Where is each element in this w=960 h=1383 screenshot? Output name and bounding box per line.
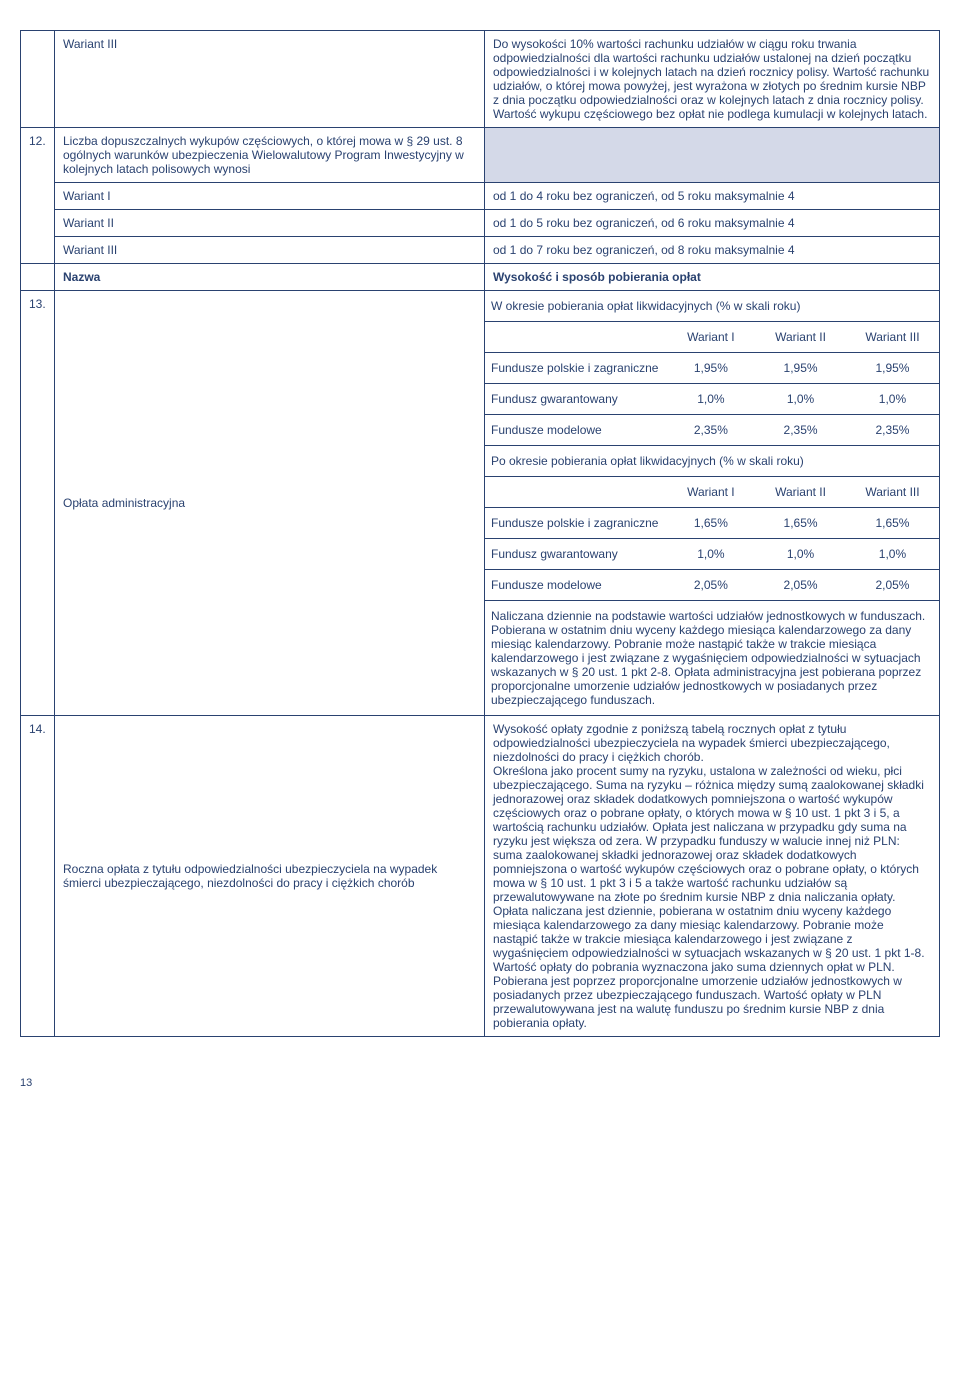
row-13-inner-table: W okresie pobierania opłat likwidacyjnyc… bbox=[485, 291, 939, 715]
col-v2-b: Wariant II bbox=[755, 477, 846, 508]
row-12-v1: Wariant I od 1 do 4 roku bez ograniczeń,… bbox=[21, 183, 940, 210]
row-13-name: Opłata administracyjna bbox=[55, 291, 485, 716]
row-12-shaded-cell bbox=[485, 128, 940, 183]
row-12-v3-val: od 1 do 7 roku bez ograniczeń, od 8 roku… bbox=[485, 237, 940, 264]
row-12-header: 12. Liczba dopuszczalnych wykupów części… bbox=[21, 128, 940, 183]
col-v3-b: Wariant III bbox=[846, 477, 939, 508]
row-12-v2: Wariant II od 1 do 5 roku bez ograniczeń… bbox=[21, 210, 940, 237]
col-v3-a: Wariant III bbox=[846, 322, 939, 353]
row-13-note: Naliczana dziennie na podstawie wartości… bbox=[485, 601, 939, 716]
period1-title: W okresie pobierania opłat likwidacyjnyc… bbox=[485, 291, 939, 322]
fee-table: Wariant III Do wysokości 10% wartości ra… bbox=[20, 30, 940, 1037]
row-12-v1-label: Wariant I bbox=[55, 183, 485, 210]
row-12-v3: Wariant III od 1 do 7 roku bez ogranicze… bbox=[21, 237, 940, 264]
col-v1-b: Wariant I bbox=[667, 477, 756, 508]
row-13: 13. Opłata administracyjna W okresie pob… bbox=[21, 291, 940, 716]
col-v1-a: Wariant I bbox=[667, 322, 756, 353]
header-nazwa: Nazwa bbox=[55, 264, 485, 291]
row-12-num: 12. bbox=[21, 128, 55, 264]
row-12-v2-val: od 1 do 5 roku bez ograniczeń, od 6 roku… bbox=[485, 210, 940, 237]
row-13-num: 13. bbox=[21, 291, 55, 716]
variant3-desc: Do wysokości 10% wartości rachunku udzia… bbox=[485, 31, 940, 128]
row-14: 14. Roczna opłata z tytułu odpowiedzialn… bbox=[21, 716, 940, 1037]
row-14-num: 14. bbox=[21, 716, 55, 1037]
row-12-v3-label: Wariant III bbox=[55, 237, 485, 264]
period2-title: Po okresie pobierania opłat likwidacyjny… bbox=[485, 446, 939, 477]
row-12-v1-val: od 1 do 4 roku bez ograniczeń, od 5 roku… bbox=[485, 183, 940, 210]
header-wysokosc: Wysokość i sposób pobierania opłat bbox=[485, 264, 940, 291]
page-number: 13 bbox=[20, 1077, 940, 1089]
row-14-name: Roczna opłata z tytułu odpowiedzialności… bbox=[55, 716, 485, 1037]
section-header: Nazwa Wysokość i sposób pobierania opłat bbox=[21, 264, 940, 291]
row-11-variant3: Wariant III Do wysokości 10% wartości ra… bbox=[21, 31, 940, 128]
row-12-title: Liczba dopuszczalnych wykupów częściowyc… bbox=[55, 128, 485, 183]
col-v2-a: Wariant II bbox=[755, 322, 846, 353]
row-13-content: W okresie pobierania opłat likwidacyjnyc… bbox=[485, 291, 940, 716]
row-12-v2-label: Wariant II bbox=[55, 210, 485, 237]
row-14-desc: Wysokość opłaty zgodnie z poniższą tabel… bbox=[485, 716, 940, 1037]
variant3-label: Wariant III bbox=[55, 31, 485, 128]
